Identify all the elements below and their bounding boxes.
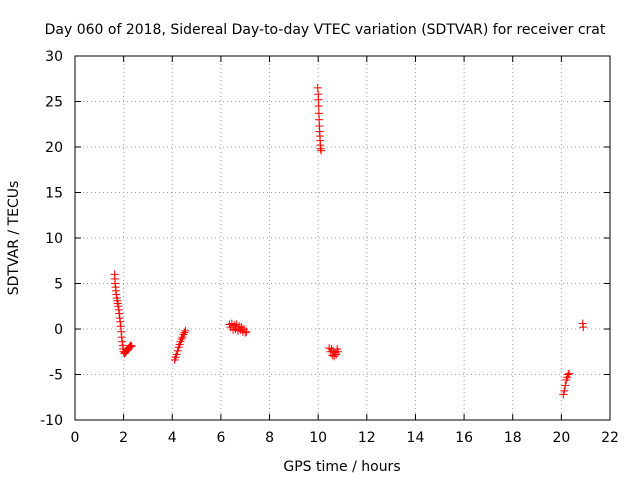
y-tick-label: -10 <box>40 413 63 429</box>
data-point <box>177 335 186 344</box>
data-point <box>242 327 251 336</box>
x-tick-label: 16 <box>455 430 473 446</box>
data-point <box>127 342 136 351</box>
data-points <box>110 83 588 399</box>
data-point <box>181 326 190 335</box>
data-point <box>579 323 588 332</box>
data-point <box>241 328 250 337</box>
data-point <box>173 346 182 355</box>
y-tick-label: 15 <box>45 186 63 202</box>
data-point <box>564 370 573 379</box>
x-tick-label: 2 <box>119 430 128 446</box>
x-tick-label: 20 <box>552 430 570 446</box>
y-tick-label: 5 <box>54 277 63 293</box>
x-tick-label: 12 <box>358 430 376 446</box>
x-tick-label: 14 <box>407 430 425 446</box>
data-point <box>565 369 574 378</box>
x-axis-title: GPS time / hours <box>283 459 400 475</box>
grid-lines <box>75 56 610 420</box>
x-tick-label: 4 <box>168 430 177 446</box>
y-tick-label: 30 <box>45 49 63 65</box>
y-tick-label: 0 <box>54 322 63 338</box>
y-tick-label: -5 <box>49 368 63 384</box>
y-tick-label: 25 <box>45 95 63 111</box>
x-tick-label: 0 <box>71 430 80 446</box>
data-point <box>561 381 570 390</box>
data-point <box>559 390 568 399</box>
x-tick-label: 22 <box>601 430 619 446</box>
x-tick-label: 8 <box>265 430 274 446</box>
x-tick-label: 10 <box>309 430 327 446</box>
data-point <box>330 352 339 361</box>
axis-ticks: 0 2 4 6 8 10 12 14 16 18 20 22 -10 -5 0 5 10 15 20 25 30 <box>40 49 619 446</box>
x-tick-label: 6 <box>216 430 225 446</box>
y-tick-label: 20 <box>45 140 63 156</box>
data-point <box>180 328 189 337</box>
y-tick-label: 10 <box>45 231 63 247</box>
data-point <box>334 347 343 356</box>
data-point <box>560 386 569 395</box>
data-point <box>317 146 326 155</box>
data-point <box>179 330 188 339</box>
data-point <box>126 341 135 350</box>
data-point <box>172 350 181 359</box>
x-tick-label: 18 <box>504 430 522 446</box>
y-axis-title: SDTVAR / TECUs <box>6 181 22 296</box>
data-point <box>314 102 323 111</box>
chart-title: Day 060 of 2018, Sidereal Day-to-day VTE… <box>45 22 606 38</box>
